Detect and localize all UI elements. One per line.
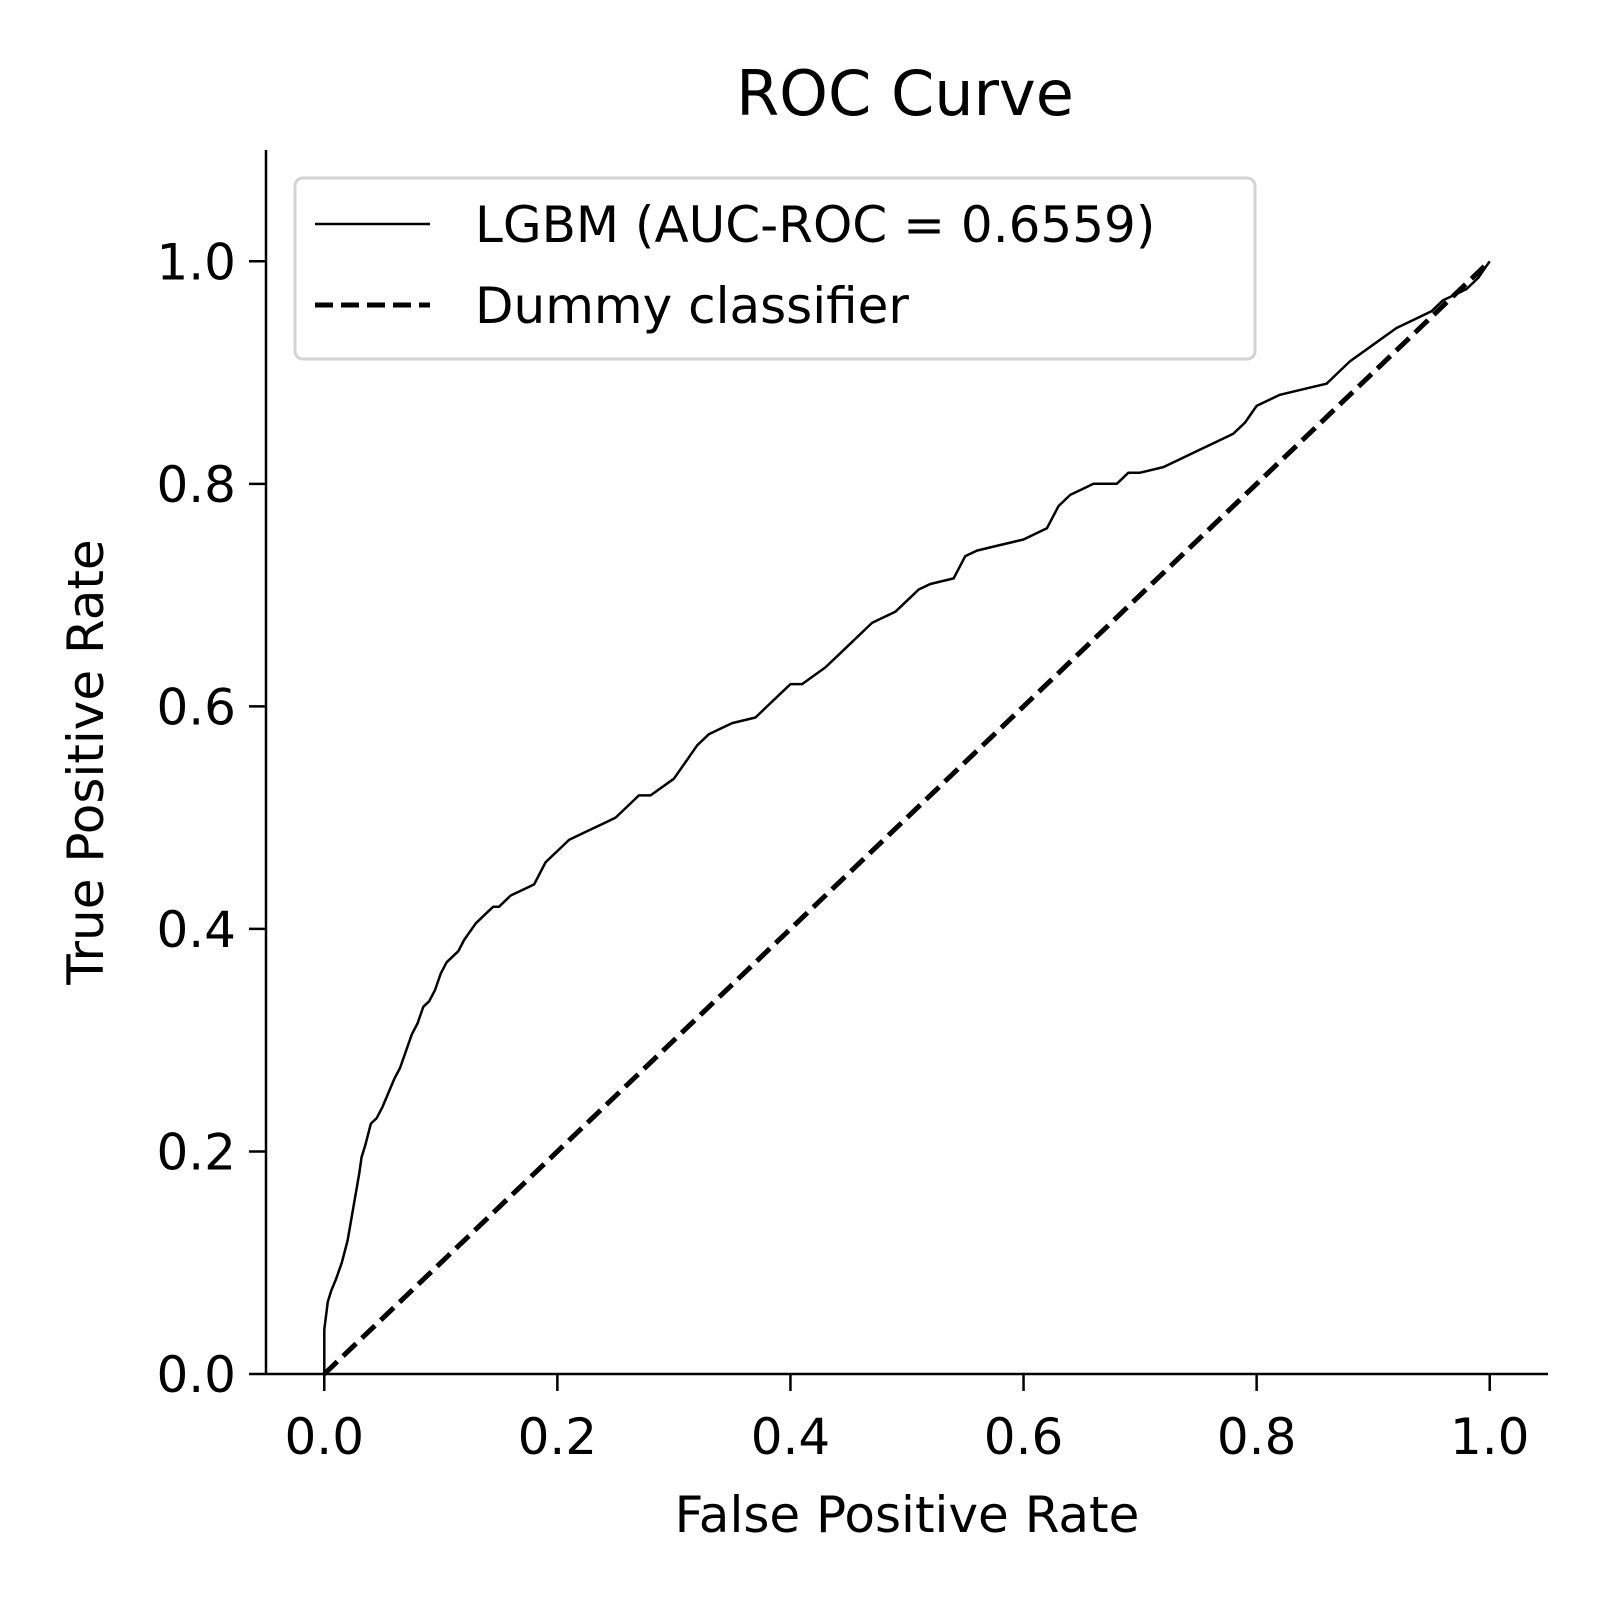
x-tick-label: 1.0 [1450, 1408, 1530, 1466]
x-ticks: 0.0 0.2 0.4 0.6 0.8 1.0 [285, 1374, 1530, 1466]
y-tick-label: 0.6 [156, 678, 236, 736]
legend-box [293, 176, 1257, 361]
y-tick-label: 0.4 [156, 901, 236, 959]
x-tick-label: 0.2 [518, 1408, 598, 1466]
y-tick-label: 1.0 [156, 233, 236, 291]
legend-label-lgbm: LGBM (AUC-ROC = 0.6559) [475, 196, 1155, 254]
x-tick-label: 0.6 [984, 1408, 1064, 1466]
chart-title: ROC Curve [736, 57, 1074, 130]
lgbm-roc-line [323, 260, 1491, 1374]
plot-area [322, 259, 1492, 1376]
legend-label-dummy: Dummy classifier [475, 277, 909, 335]
y-tick-label: 0.0 [156, 1346, 236, 1404]
x-axis-label: False Positive Rate [675, 1486, 1140, 1544]
legend: LGBM (AUC-ROC = 0.6559) Dummy classifier [293, 176, 1257, 361]
y-axis-label: True Positive Rate [57, 539, 115, 985]
x-tick-label: 0.8 [1217, 1408, 1297, 1466]
y-tick-label: 0.8 [156, 456, 236, 514]
y-ticks: 0.0 0.2 0.4 0.6 0.8 1.0 [156, 233, 266, 1404]
x-tick-label: 0.0 [285, 1408, 365, 1466]
x-tick-label: 0.4 [751, 1408, 831, 1466]
y-tick-label: 0.2 [156, 1123, 236, 1181]
dummy-classifier-line [322, 259, 1492, 1376]
